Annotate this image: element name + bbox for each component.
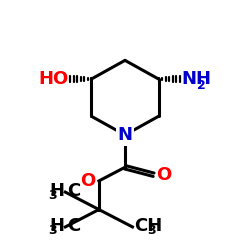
Text: NH: NH [182, 70, 212, 88]
Text: H: H [49, 217, 64, 235]
Text: CH: CH [134, 217, 162, 235]
Text: C: C [67, 217, 80, 235]
Text: 3: 3 [48, 189, 57, 202]
Text: HO: HO [38, 70, 68, 88]
Text: O: O [80, 172, 95, 190]
Text: C: C [67, 182, 80, 200]
Text: 3: 3 [147, 224, 156, 237]
Text: N: N [118, 126, 132, 144]
Text: 2: 2 [196, 80, 205, 92]
Text: 3: 3 [48, 224, 57, 237]
Text: H: H [49, 182, 64, 200]
Text: O: O [156, 166, 172, 184]
